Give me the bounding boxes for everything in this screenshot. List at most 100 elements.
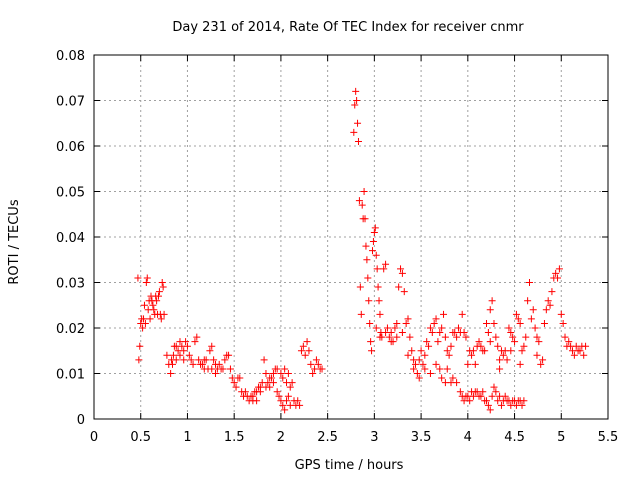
data-point	[232, 383, 240, 391]
data-point	[189, 360, 197, 368]
y-tick-label: 0.02	[56, 322, 85, 337]
data-point	[529, 306, 537, 314]
data-point	[436, 329, 444, 337]
data-point	[486, 306, 494, 314]
data-point	[269, 370, 277, 377]
data-point	[582, 342, 590, 350]
data-point	[490, 319, 498, 327]
data-point	[443, 347, 451, 355]
x-tick-label: 2	[277, 430, 285, 445]
data-point	[361, 215, 369, 223]
data-point	[167, 370, 175, 377]
data-point	[479, 388, 487, 396]
data-point	[277, 370, 285, 377]
data-point	[146, 315, 154, 323]
data-point	[419, 360, 427, 368]
data-point	[466, 397, 474, 405]
y-tick-label: 0.07	[56, 95, 85, 110]
data-point	[375, 297, 383, 305]
data-point	[301, 351, 309, 359]
data-point	[219, 365, 227, 373]
scatter-points	[134, 87, 590, 414]
data-point	[226, 365, 234, 373]
data-point	[284, 392, 292, 400]
data-point	[540, 319, 548, 327]
data-point	[269, 379, 277, 387]
data-point	[421, 365, 429, 373]
data-point	[273, 365, 281, 373]
data-point	[454, 324, 462, 332]
data-point	[281, 406, 289, 414]
data-point	[299, 342, 307, 350]
data-point	[318, 365, 326, 373]
data-point	[143, 274, 151, 282]
data-point	[357, 310, 365, 318]
data-point	[266, 383, 274, 391]
data-point	[445, 351, 453, 359]
data-point	[511, 338, 519, 346]
data-point	[160, 310, 168, 318]
data-point	[425, 342, 433, 350]
data-point	[430, 319, 438, 327]
data-point	[413, 370, 421, 377]
data-point	[365, 297, 373, 305]
data-point	[554, 274, 562, 282]
data-point	[279, 401, 287, 409]
data-point	[296, 401, 304, 409]
data-point	[358, 201, 366, 209]
data-point	[260, 356, 268, 364]
data-point	[369, 238, 377, 246]
data-point	[309, 370, 317, 377]
data-point	[366, 319, 374, 327]
data-point	[483, 319, 491, 327]
data-point	[477, 342, 485, 350]
data-point	[449, 374, 457, 382]
data-point	[374, 283, 382, 291]
data-point	[256, 383, 264, 391]
data-point	[580, 351, 588, 359]
data-point	[134, 274, 142, 282]
data-point	[180, 347, 188, 355]
data-point	[208, 365, 216, 373]
data-point	[520, 342, 528, 350]
data-point	[395, 283, 403, 291]
data-point	[406, 333, 414, 341]
data-point	[440, 310, 448, 318]
data-point	[531, 324, 539, 332]
data-point	[460, 329, 468, 337]
data-point	[397, 265, 405, 273]
data-point	[458, 310, 466, 318]
x-tick-label: 4.5	[504, 430, 525, 445]
data-point	[503, 356, 511, 364]
data-point	[492, 388, 500, 396]
data-point	[281, 365, 289, 373]
data-point	[370, 228, 378, 236]
data-point	[368, 247, 376, 255]
data-point	[421, 351, 429, 359]
y-tick-label: 0.05	[56, 186, 85, 201]
data-point	[373, 265, 381, 273]
data-point	[512, 310, 520, 318]
y-axis-title: ROTI / TECUs	[7, 199, 22, 284]
data-point	[266, 374, 274, 382]
data-point	[355, 197, 363, 205]
data-point	[477, 392, 485, 400]
x-tick-label: 2.5	[317, 430, 338, 445]
data-point	[372, 324, 380, 332]
data-point	[354, 119, 362, 127]
y-tick-label: 0.03	[56, 277, 85, 292]
data-point	[548, 288, 556, 296]
data-point	[494, 342, 502, 350]
data-point	[383, 324, 391, 332]
data-point	[367, 338, 375, 346]
y-tick-label: 0.04	[56, 231, 85, 246]
data-point	[210, 356, 218, 364]
data-point	[404, 351, 412, 359]
data-point	[294, 397, 302, 405]
data-point	[542, 306, 550, 314]
data-point	[140, 315, 148, 323]
data-point	[426, 324, 434, 332]
x-tick-label: 5	[557, 430, 565, 445]
data-point	[533, 351, 541, 359]
